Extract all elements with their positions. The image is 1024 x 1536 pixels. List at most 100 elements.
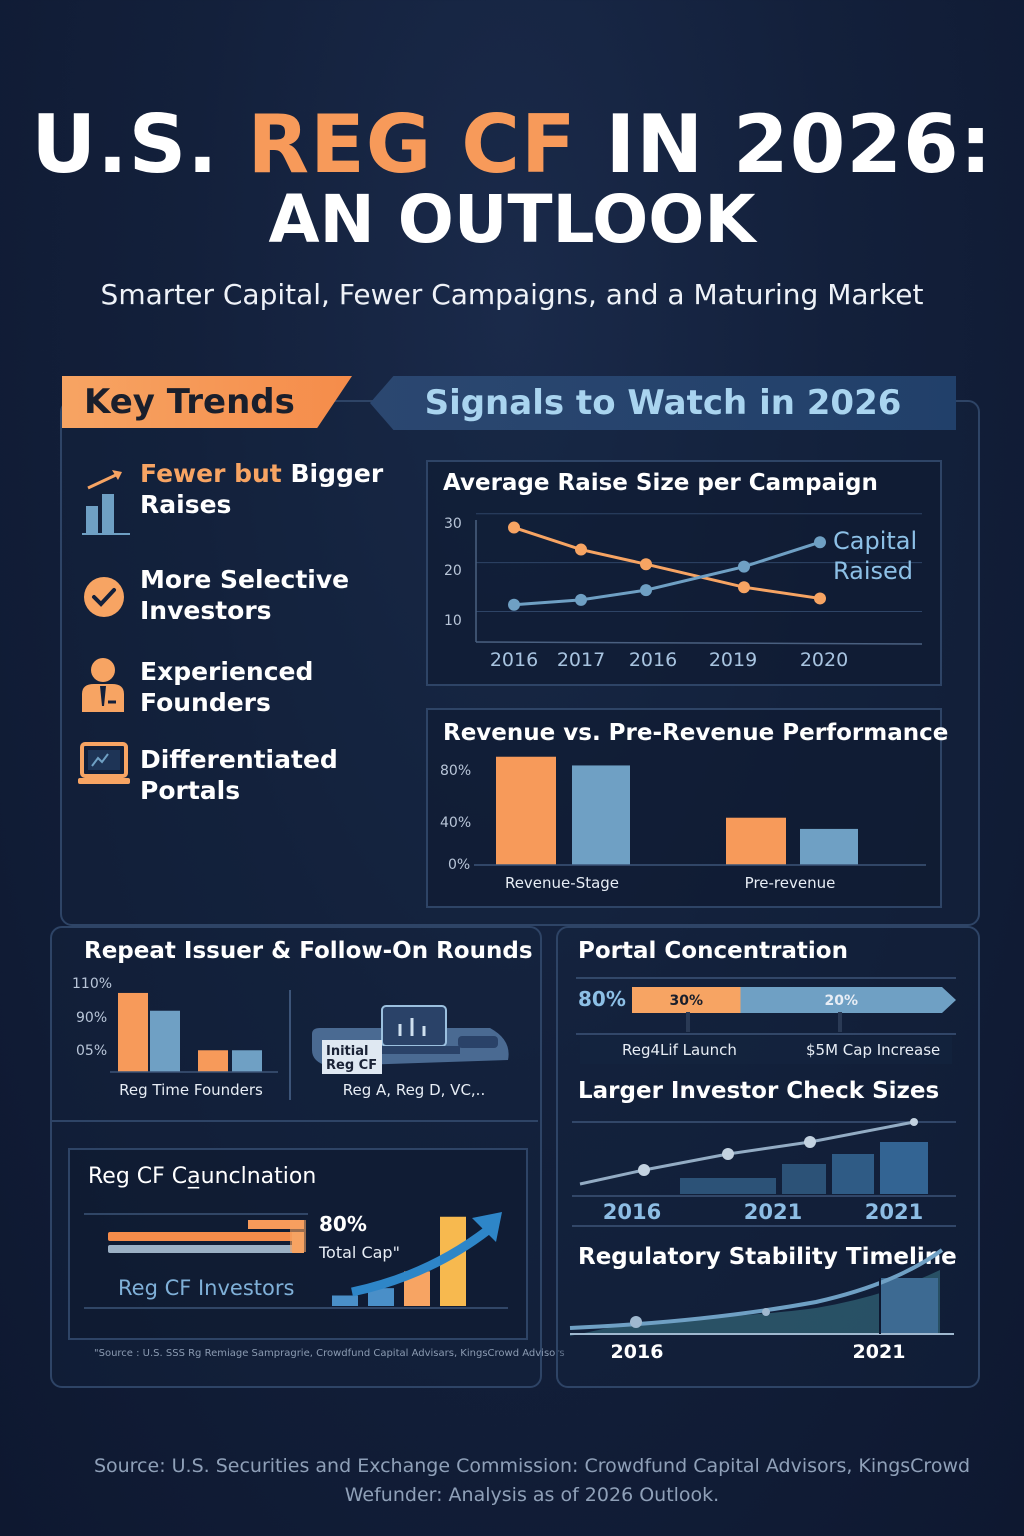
data-point: [814, 592, 826, 605]
page-subtitle: Smarter Capital, Fewer Campaigns, and a …: [100, 278, 924, 311]
source-footer: Source: U.S. Securities and Exchange Com…: [0, 1452, 1024, 1510]
y-tick: 10: [444, 613, 462, 629]
bar: [572, 765, 630, 865]
data-point: [640, 558, 652, 571]
x-tick: 2016: [603, 1200, 661, 1224]
check-size-bar: [832, 1154, 874, 1194]
portal-chart: 80% 30% 20% Reg4Lif Launch $5M Cap Increa…: [576, 977, 956, 1064]
y-tick: 80%: [440, 763, 471, 779]
segment-label: 30%: [669, 993, 703, 1009]
data-point: [640, 584, 652, 597]
segment-label: 20%: [824, 993, 858, 1009]
x-tick: 2016: [629, 649, 677, 671]
source-line2: Wefunder: Analysis as of 2026 Outlook.: [344, 1484, 720, 1506]
category-label: Revenue-Stage: [505, 874, 619, 892]
bar: [118, 992, 148, 1072]
data-point: [575, 543, 587, 556]
data-point: [738, 560, 750, 573]
avg-raise-chart-title: Average Raise Size per Campaign: [443, 470, 878, 496]
data-point: [738, 581, 750, 594]
y-tick: 90%: [76, 1010, 107, 1026]
x-tick: 2021: [744, 1200, 802, 1224]
x-tick: 2021: [865, 1200, 923, 1224]
category-label: Reg Time Founders: [119, 1081, 263, 1099]
trend-line2: Founders: [140, 688, 271, 717]
trend-line2: Raises: [140, 490, 232, 519]
regulatory-chart: 2016 2021: [569, 1248, 954, 1363]
y-tick: 40%: [440, 815, 471, 831]
page-title: U.S. REG CF IN 2026:: [0, 100, 1024, 190]
y-tick: 0%: [448, 857, 470, 873]
bar: [800, 828, 858, 865]
check-sizes-chart: 2016 2021 2021: [572, 1118, 956, 1227]
trend-line1: Differentiated: [140, 745, 338, 774]
reg-cf-title: Reg CF Ca̲unclnation: [88, 1164, 317, 1189]
data-point: [508, 521, 520, 534]
trend-line1: Experienced: [140, 657, 314, 686]
data-point: [575, 593, 587, 606]
portal-left-value: 80%: [578, 987, 626, 1011]
x-tick: 2020: [800, 649, 848, 671]
trend-icon-bars: [78, 466, 134, 536]
source-line1: Source: U.S. Securities and Exchange Com…: [93, 1455, 971, 1477]
trend-line2: Portals: [140, 776, 241, 805]
title-prefix: U.S.: [31, 98, 219, 191]
title-suffix: IN 2026:: [605, 98, 993, 191]
portal-segment: [740, 987, 942, 1013]
data-point: [508, 598, 520, 611]
portal-bottom-label: $5M Cap Increase: [806, 1041, 940, 1059]
title-accent: REG CF: [247, 98, 577, 191]
x-tick: 2016: [490, 649, 538, 671]
category-label: Pre-revenue: [745, 874, 836, 892]
signals-tab: Signals to Watch in 2026: [370, 376, 956, 430]
bar: [368, 1288, 394, 1306]
page-title-line2: AN OUTLOOK: [268, 181, 756, 258]
capital-raised-label-1: Capital: [833, 527, 917, 555]
laptop-chart-icon: [78, 742, 130, 792]
bar: [726, 817, 786, 865]
revenue-bar-chart: 80% 40% 0% Revenue-Stage Pre-revenue: [440, 756, 926, 892]
check-size-bar: [782, 1164, 826, 1194]
avg-raise-line-chart: 30 20 10 2016 2017 2016 2019 2020 Capita…: [444, 513, 923, 671]
y-tick: 30: [444, 516, 462, 532]
revenue-chart-box: [426, 708, 942, 908]
data-point: [814, 536, 826, 549]
bar: [496, 756, 556, 865]
x-tick: 2021: [853, 1341, 906, 1363]
trend-bigger-raises: Fewer but Bigger Raises: [140, 458, 383, 520]
series-line: [513, 540, 821, 607]
check-size-bar: [680, 1178, 776, 1194]
bar: [150, 1010, 180, 1072]
bar: [232, 1050, 262, 1072]
bar: [198, 1050, 228, 1072]
trend-experienced-founders: Experienced Founders: [140, 656, 313, 718]
repeat-issuer-chart: 110% 90% 05% Reg Time Founders Initial R…: [72, 976, 509, 1100]
key-trends-tab: Key Trends: [62, 376, 352, 428]
portal-title: Portal Concentration: [578, 938, 848, 964]
bar-growth-icon: [82, 470, 130, 535]
trend-differentiated-portals: Differentiated Portals: [140, 744, 338, 806]
founder-person-icon: [78, 656, 128, 718]
portal-bottom-label: Reg4Lif Launch: [622, 1041, 737, 1059]
trend-rest: Bigger: [290, 459, 384, 488]
right-label: Reg A, Reg D, VC,..: [343, 1081, 485, 1099]
x-axis: [475, 641, 923, 645]
revenue-chart-title: Revenue vs. Pre-Revenue Performance: [443, 720, 949, 746]
check-size-bar: [880, 1142, 928, 1194]
small-source-note: "Source : U.S. SSS Rg Remiage Sampragrie…: [94, 1348, 565, 1359]
x-tick: 2017: [557, 649, 605, 671]
x-tick: 2016: [611, 1341, 664, 1363]
regulatory-title: Regulatory Stability Timeline: [578, 1244, 957, 1270]
graphic-label: Initial: [326, 1044, 368, 1059]
portal-arrow: [942, 987, 956, 1013]
reg-cf-chart: 80% Total Cap" Reg CF Investors: [84, 1212, 508, 1309]
x-tick: 2019: [709, 649, 757, 671]
divider: [50, 1120, 538, 1122]
trend-selective-investors: More Selective Investors: [140, 564, 349, 626]
y-tick: 05%: [76, 1043, 107, 1059]
capital-raised-label-2: Raised: [833, 557, 913, 585]
checkmark-circle-icon: [82, 575, 126, 623]
repeat-issuer-title: Repeat Issuer & Follow-On Rounds: [84, 938, 533, 964]
value-caption: Total Cap": [318, 1243, 400, 1262]
trend-highlight: Fewer but: [140, 459, 282, 488]
